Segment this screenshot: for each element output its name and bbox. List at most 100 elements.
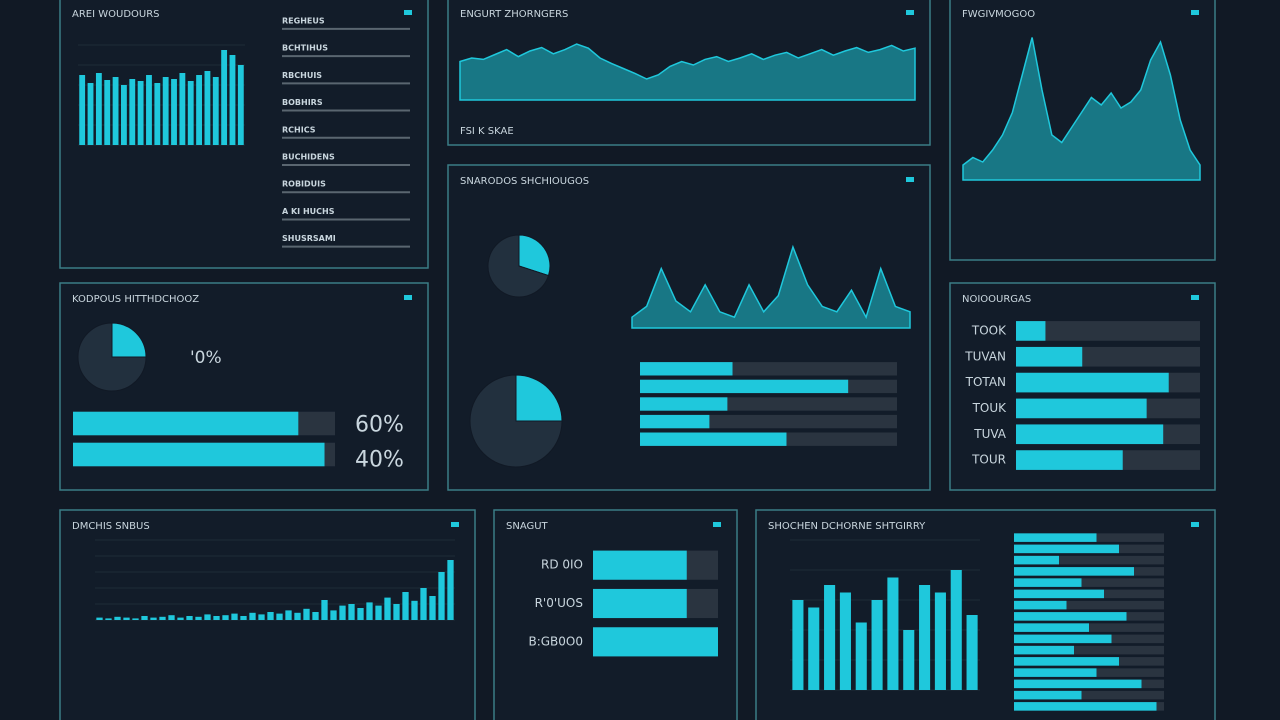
bar xyxy=(132,618,139,620)
bar xyxy=(393,604,400,620)
bar xyxy=(438,572,445,620)
bar xyxy=(112,77,119,145)
area xyxy=(631,244,911,329)
pie-slice xyxy=(469,374,563,468)
bar xyxy=(294,612,301,620)
panel-title: ENGURT ZHORNGERS xyxy=(460,9,568,20)
bar xyxy=(1016,424,1164,445)
bar xyxy=(276,613,283,620)
bar xyxy=(1014,634,1112,644)
bar xyxy=(429,596,436,620)
panel-title: DMCHIS SNBUS xyxy=(72,521,150,532)
bar xyxy=(104,80,111,145)
bar xyxy=(411,600,418,620)
bar-track xyxy=(1014,690,1164,700)
readout: FSI K SKAE xyxy=(460,126,514,137)
bar xyxy=(312,612,319,620)
list-item: RCHICS xyxy=(282,125,316,134)
bar xyxy=(146,75,152,145)
bar-label: TOTAN xyxy=(965,375,1006,389)
bar xyxy=(330,610,337,620)
bar xyxy=(321,600,328,620)
bar xyxy=(73,411,299,436)
bar xyxy=(229,55,236,145)
bar xyxy=(1016,346,1083,367)
bar xyxy=(966,615,978,690)
bar xyxy=(640,362,733,376)
bar xyxy=(934,592,946,690)
bar xyxy=(384,597,391,620)
bar xyxy=(105,618,112,620)
list-item: RBCHUIS xyxy=(282,71,322,80)
bar-track xyxy=(1016,321,1200,341)
bar xyxy=(420,588,427,620)
panel-icon xyxy=(1191,295,1199,300)
bar-label: TOUK xyxy=(972,401,1008,415)
panel-title: NOIOOURGAS xyxy=(962,294,1031,305)
pie-slice xyxy=(111,322,147,358)
bar xyxy=(640,414,710,429)
bar xyxy=(96,617,103,620)
bar-track xyxy=(1014,645,1164,655)
pie-slice xyxy=(518,234,551,277)
bar xyxy=(903,630,915,690)
bar xyxy=(1014,578,1082,587)
bar xyxy=(159,616,166,620)
area xyxy=(459,43,916,101)
bar-label: RD 0IO xyxy=(541,558,583,572)
readout: 60% xyxy=(355,413,404,438)
panel-title: SNAGUT xyxy=(506,521,549,532)
bar xyxy=(285,610,292,620)
panel-title: KODPOUS HITTHDCHOOZ xyxy=(72,294,199,305)
bar xyxy=(1014,702,1157,711)
bar xyxy=(141,616,148,620)
bar-label: B:GB0O0 xyxy=(528,634,583,648)
bar-track xyxy=(1014,600,1164,610)
bar xyxy=(348,604,355,620)
bar-track xyxy=(1014,555,1164,565)
bar xyxy=(887,577,899,690)
bar xyxy=(792,600,804,690)
bar xyxy=(593,627,718,657)
list-item: BUCHIDENS xyxy=(282,153,335,162)
panel-icon xyxy=(404,10,412,15)
panel-title: SNARODOS SHCHIOUGOS xyxy=(460,176,589,187)
bar xyxy=(1014,567,1134,576)
bar xyxy=(204,71,211,145)
bar xyxy=(196,75,202,145)
bar xyxy=(87,83,94,145)
panel-title: FWGIVMOGOO xyxy=(962,9,1035,20)
bar xyxy=(640,379,849,394)
bar xyxy=(1016,398,1147,419)
bar xyxy=(171,79,177,145)
bar xyxy=(73,442,325,467)
bar xyxy=(839,592,851,690)
bar xyxy=(179,73,186,145)
panel-title: AREI WOUDOURS xyxy=(72,9,160,20)
bar-track xyxy=(1014,578,1164,587)
bar xyxy=(1016,321,1046,341)
readout: 40% xyxy=(355,448,404,473)
bar xyxy=(221,50,228,145)
list-item: BOBHIRS xyxy=(282,98,323,107)
panel-title: SHOCHEN DCHORNE SHTGIRRY xyxy=(768,521,926,532)
list-item: SHUSRSAMI xyxy=(282,234,336,243)
bar xyxy=(1014,668,1097,677)
bar xyxy=(447,560,454,620)
bar xyxy=(204,614,211,620)
bar xyxy=(593,588,687,619)
bar xyxy=(950,570,962,690)
readout: '0% xyxy=(190,348,222,368)
bar-label: TUVA xyxy=(973,427,1007,441)
bar xyxy=(357,608,364,620)
bar xyxy=(1014,690,1082,700)
bar xyxy=(855,622,867,690)
pie-slice xyxy=(515,374,563,422)
list-item: REGHEUS xyxy=(282,16,325,25)
bar xyxy=(249,612,256,620)
area xyxy=(962,37,1201,181)
bar xyxy=(121,85,127,145)
bar xyxy=(237,65,244,145)
